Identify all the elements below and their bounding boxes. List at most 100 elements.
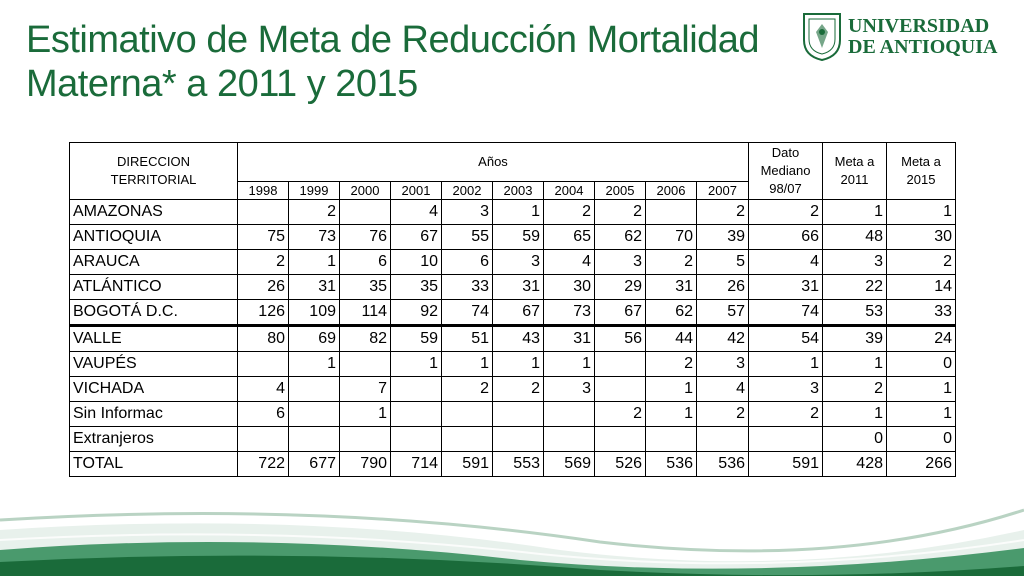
row-dato-mediano: 4 (748, 249, 823, 275)
row-meta-2015: 1 (886, 199, 956, 225)
row-year-value: 1 (645, 401, 697, 427)
row-year-value: 5 (696, 249, 749, 275)
university-seal-icon (803, 13, 841, 62)
row-year-value: 790 (339, 451, 391, 477)
row-year-value: 33 (441, 274, 493, 300)
header-year: 2005 (594, 181, 646, 200)
row-year-value: 591 (441, 451, 493, 477)
row-year-value: 2 (237, 249, 289, 275)
table-row: Sin Informac 6 1 2 1 2 2 1 1 (69, 401, 956, 427)
row-year-value: 7 (339, 376, 391, 402)
row-year-value: 2 (594, 199, 646, 225)
row-year-value: 2 (645, 351, 697, 377)
row-territory: ANTIOQUIA (69, 224, 238, 250)
row-meta-2015: 0 (886, 426, 956, 452)
header-year: 2001 (390, 181, 442, 200)
row-year-value: 69 (288, 324, 340, 352)
row-year-value: 31 (645, 274, 697, 300)
row-dato-mediano: 591 (748, 451, 823, 477)
row-meta-2011: 53 (822, 299, 887, 326)
header-year: 1998 (237, 181, 289, 200)
row-dato-mediano (748, 426, 823, 452)
row-year-value: 1 (441, 351, 493, 377)
row-year-value: 42 (696, 324, 749, 352)
row-year-value: 62 (594, 224, 646, 250)
row-year-value: 1 (390, 351, 442, 377)
row-year-value (441, 426, 493, 452)
row-year-value: 2 (543, 199, 595, 225)
row-year-value: 4 (237, 376, 289, 402)
row-year-value: 65 (543, 224, 595, 250)
header-year: 2007 (696, 181, 749, 200)
row-territory: VICHADA (69, 376, 238, 402)
row-year-value: 31 (288, 274, 340, 300)
row-territory: ATLÁNTICO (69, 274, 238, 300)
row-year-value: 2 (594, 401, 646, 427)
table-row: AMAZONAS 2 4 3 1 2 2 2 2 1 1 (69, 199, 956, 225)
row-year-value: 67 (492, 299, 544, 326)
row-year-value: 1 (288, 351, 340, 377)
row-year-value: 2 (441, 376, 493, 402)
row-year-value: 6 (339, 249, 391, 275)
row-year-value: 553 (492, 451, 544, 477)
row-year-value: 3 (492, 249, 544, 275)
row-dato-mediano: 31 (748, 274, 823, 300)
row-territory: ARAUCA (69, 249, 238, 275)
row-year-value: 536 (696, 451, 749, 477)
row-year-value: 1 (645, 376, 697, 402)
row-year-value: 722 (237, 451, 289, 477)
row-meta-2015: 33 (886, 299, 956, 326)
row-year-value: 59 (390, 324, 442, 352)
table-row: TOTAL 722 677 790 714 591 553 569 526 536 536 591 42… (69, 451, 956, 477)
row-dato-mediano: 74 (748, 299, 823, 326)
row-year-value: 10 (390, 249, 442, 275)
header-row-1: DIRECCION TERRITORIAL Años Dato Mediano … (69, 142, 956, 200)
row-year-value: 677 (288, 451, 340, 477)
row-dato-mediano: 54 (748, 324, 823, 352)
row-meta-2015: 24 (886, 324, 956, 352)
row-year-value: 35 (339, 274, 391, 300)
row-year-value (390, 401, 442, 427)
table-row: BOGOTÁ D.C. 126 109 114 92 74 67 73 67 62 57 74 53 33 (69, 299, 956, 326)
header-year: 2003 (492, 181, 544, 200)
row-territory: AMAZONAS (69, 199, 238, 225)
header-meta-2015: Meta a 2015 (886, 142, 956, 200)
header-meta-2011: Meta a 2011 (822, 142, 887, 200)
row-territory: TOTAL (69, 451, 238, 477)
row-year-value: 1 (543, 351, 595, 377)
row-year-value (594, 351, 646, 377)
row-meta-2015: 1 (886, 376, 956, 402)
row-year-value: 114 (339, 299, 391, 326)
row-year-value (288, 426, 340, 452)
row-year-value: 82 (339, 324, 391, 352)
row-dato-mediano: 2 (748, 401, 823, 427)
row-year-value (594, 376, 646, 402)
header-row-years: 1998 1999 2000 2001 2002 2003 2004 2005 2006 2007 (70, 181, 956, 200)
logo-line2: DE ANTIOQUIA (848, 36, 998, 58)
table-row: ANTIOQUIA 75 73 76 67 55 59 65 62 70 39 66 48 30 (69, 224, 956, 250)
row-year-value: 569 (543, 451, 595, 477)
row-year-value: 51 (441, 324, 493, 352)
row-year-value: 2 (492, 376, 544, 402)
header-year: 2002 (441, 181, 493, 200)
row-year-value (390, 426, 442, 452)
row-territory: Extranjeros (69, 426, 238, 452)
row-year-value: 67 (390, 224, 442, 250)
row-year-value: 3 (441, 199, 493, 225)
row-territory: VALLE (69, 324, 238, 352)
header-years: Años (237, 142, 749, 182)
row-dato-mediano: 3 (748, 376, 823, 402)
row-year-value: 57 (696, 299, 749, 326)
row-year-value (339, 426, 391, 452)
row-year-value: 73 (288, 224, 340, 250)
row-year-value: 526 (594, 451, 646, 477)
header-year: 1999 (288, 181, 340, 200)
row-year-value: 26 (696, 274, 749, 300)
row-year-value: 29 (594, 274, 646, 300)
row-year-value: 2 (696, 401, 749, 427)
row-year-value: 536 (645, 451, 697, 477)
row-meta-2015: 1 (886, 401, 956, 427)
table-row: VAUPÉS 1 1 1 1 1 2 3 1 1 0 (69, 351, 956, 377)
row-meta-2015: 14 (886, 274, 956, 300)
row-year-value (237, 426, 289, 452)
